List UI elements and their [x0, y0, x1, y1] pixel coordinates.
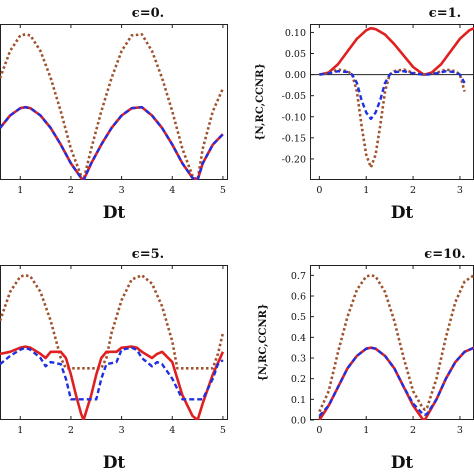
x-tick-label: 3 [119, 425, 125, 436]
x-tick-label: 1 [17, 425, 23, 436]
x-tick-label: 1 [363, 425, 369, 436]
x-tick-label: 2 [410, 185, 416, 196]
x-axis-label: Dt [391, 453, 414, 473]
x-tick-label: 3 [457, 185, 463, 196]
plot-frame [0, 265, 228, 420]
series-line-dashed [319, 70, 466, 121]
x-axis-label: Dt [103, 203, 126, 223]
x-axis-label: Dt [391, 203, 414, 223]
chart-panel-1: 1 2 3 4 5 ϵ=0. Dt [0, 6, 228, 223]
y-tick-label: 0.5 [291, 312, 306, 323]
series-line-dotted [0, 274, 225, 370]
panel-title: ϵ=1. [429, 6, 461, 21]
x-tick-label: 0 [316, 185, 322, 196]
series-line-dotted [318, 274, 474, 413]
y-tick-label: -0.20 [282, 154, 306, 165]
y-tick-label: 0.3 [291, 354, 306, 365]
y-tick-label: -0.15 [282, 133, 306, 144]
plot-frame [310, 265, 474, 420]
series-line-solid [319, 26, 474, 76]
x-tick-label: 4 [169, 425, 175, 436]
chart-panel-3: 1 2 3 4 5 ϵ=5. Dt [0, 247, 228, 473]
chart-panel-2: 0 1 2 3 0.10 0.05 0.00 -0.05 -0.10 -0.15 -0.20 ϵ=1.… [255, 6, 474, 223]
x-tick-label: 3 [457, 425, 463, 436]
x-tick-label: 5 [220, 425, 226, 436]
y-tick-label: 0.4 [291, 333, 306, 344]
plot-frame [310, 24, 474, 180]
panel-title: ϵ=0. [132, 6, 164, 21]
series-line-solid [0, 105, 224, 180]
y-tick-label: -0.10 [282, 112, 306, 123]
x-tick-label: 2 [410, 425, 416, 436]
y-tick-label: 0.2 [291, 374, 306, 385]
x-tick-label: 0 [316, 425, 322, 436]
chart-panel-4: 0 1 2 3 0.0 0.1 0.2 0.3 0.4 0.5 0.6 0.7 ϵ=10. Dt {N,RC… [258, 247, 474, 473]
y-axis-label: {N,RC,CCNR} [258, 304, 269, 382]
series-line-dashed [0, 346, 224, 401]
x-tick-label: 1 [363, 185, 369, 196]
panel-title: ϵ=10. [424, 247, 465, 262]
series-line-solid [0, 345, 225, 420]
panel-title: ϵ=5. [132, 247, 164, 262]
x-tick-label: 5 [220, 185, 226, 196]
y-tick-label: 0.10 [285, 28, 306, 39]
y-tick-label: 0.0 [291, 416, 306, 427]
x-axis-label: Dt [103, 453, 126, 473]
x-tick-label: 2 [68, 185, 74, 196]
series-line-dashed [0, 106, 224, 180]
y-tick-label: 0.1 [291, 395, 306, 406]
x-tick-label: 1 [17, 185, 23, 196]
y-tick-label: -0.05 [282, 91, 306, 102]
y-tick-label: 0.05 [285, 49, 306, 60]
x-tick-label: 3 [119, 185, 125, 196]
y-tick-label: 0.00 [285, 70, 306, 81]
y-tick-label: 0.7 [291, 271, 306, 282]
series-line-dotted [319, 68, 466, 169]
y-axis-label: {N,RC,CCNR} [255, 63, 266, 141]
x-tick-label: 4 [169, 185, 175, 196]
series-line-dotted [0, 33, 225, 180]
plot-frame [0, 24, 228, 180]
series-line-dashed [318, 346, 474, 417]
series-line-solid [318, 346, 474, 420]
y-tick-label: 0.6 [291, 292, 306, 303]
x-tick-label: 2 [68, 425, 74, 436]
